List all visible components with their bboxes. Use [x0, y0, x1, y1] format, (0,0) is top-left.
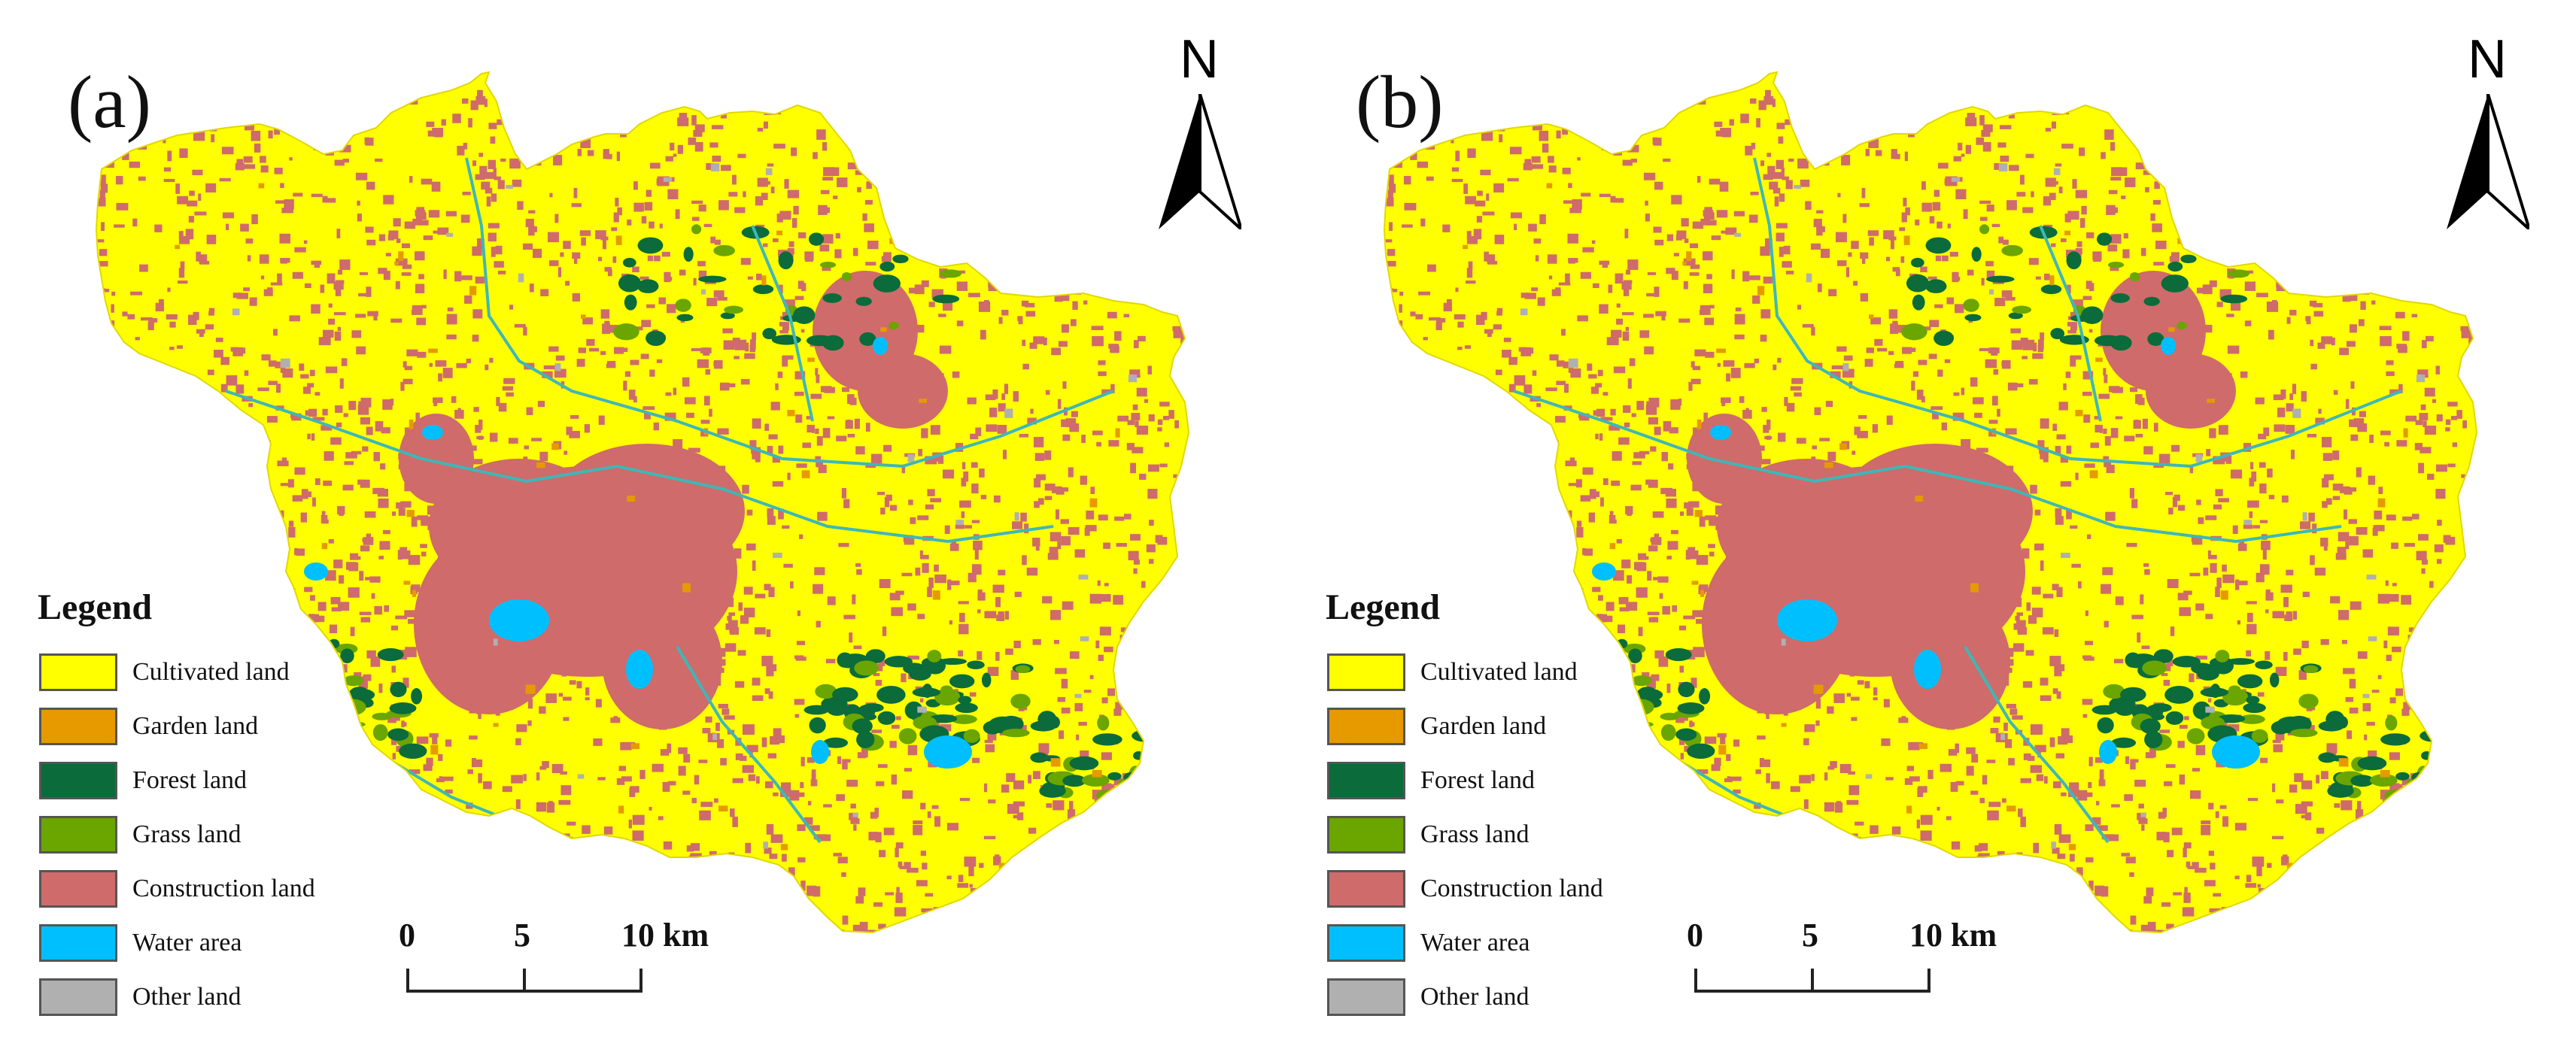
panel-label-a: (a)	[68, 60, 151, 144]
legend-title: Legend	[1326, 587, 1441, 627]
legend-label: Other land	[1420, 983, 1530, 1011]
scale-tick-0: 0	[1687, 917, 1703, 954]
scale-tick-0: 0	[399, 917, 415, 954]
scale-bar	[406, 969, 642, 993]
legend-swatch	[39, 708, 117, 745]
legend-swatch	[39, 978, 117, 1016]
legend-item: Grass land	[39, 815, 241, 854]
legend-label: Water area	[132, 929, 242, 957]
land-use-map-a	[95, 71, 1190, 934]
legend-swatch	[39, 816, 117, 854]
legend-label: Garden land	[132, 712, 259, 740]
north-arrow-icon	[2447, 94, 2529, 229]
legend-item: Cultivated land	[1327, 653, 1578, 692]
legend-swatch	[1327, 708, 1405, 745]
legend-item: Forest land	[1327, 761, 1535, 800]
map-panel-b: (b) N Legend Cultivated land Garden land…	[1288, 0, 2576, 1037]
legend-swatch	[39, 762, 117, 799]
scale-tick-10: 10 km	[621, 917, 709, 954]
legend-item: Other land	[39, 978, 241, 1017]
north-letter: N	[2468, 29, 2507, 89]
legend-item: Garden land	[39, 707, 258, 746]
legend-label: Garden land	[1420, 712, 1547, 740]
legend-item: Construction land	[39, 869, 315, 908]
legend-label: Forest land	[1420, 766, 1536, 794]
land-use-map-b	[1383, 71, 2478, 934]
legend-label: Water area	[1420, 929, 1530, 957]
legend-swatch	[1327, 653, 1405, 691]
legend-swatch	[1327, 762, 1405, 799]
legend-swatch	[1327, 924, 1405, 962]
legend-swatch	[39, 653, 117, 691]
legend-item: Forest land	[39, 761, 247, 800]
scale-bar	[1694, 969, 1930, 993]
legend-label: Construction land	[132, 875, 315, 902]
legend-label: Cultivated land	[1420, 658, 1578, 686]
legend-label: Forest land	[132, 766, 248, 794]
legend-swatch	[39, 870, 117, 908]
legend-swatch	[39, 924, 117, 962]
legend-swatch	[1327, 870, 1405, 908]
scale-tick-10: 10 km	[1909, 917, 1997, 954]
legend-label: Grass land	[132, 820, 242, 848]
legend-item: Cultivated land	[39, 653, 290, 692]
legend-item: Other land	[1327, 978, 1529, 1017]
panel-label-b: (b)	[1356, 60, 1444, 144]
legend-label: Other land	[132, 983, 242, 1011]
map-panel-a: (a) N Legend Cultivated land Garden land…	[38, 29, 1241, 1017]
legend-swatch	[1327, 978, 1405, 1016]
legend-title: Legend	[38, 587, 153, 627]
north-arrow-icon	[1159, 94, 1241, 229]
legend-item: Construction land	[1327, 869, 1603, 908]
legend-label: Cultivated land	[132, 658, 290, 686]
legend-item: Grass land	[1327, 815, 1529, 854]
legend-label: Construction land	[1420, 875, 1603, 902]
legend-item: Water area	[1327, 923, 1530, 963]
legend-item: Garden land	[1327, 707, 1546, 746]
scale-tick-5: 5	[514, 917, 530, 954]
north-letter: N	[1180, 29, 1219, 89]
scale-tick-5: 5	[1802, 917, 1818, 954]
legend-swatch	[1327, 816, 1405, 854]
legend-item: Water area	[39, 923, 242, 963]
legend-label: Grass land	[1420, 820, 1530, 848]
